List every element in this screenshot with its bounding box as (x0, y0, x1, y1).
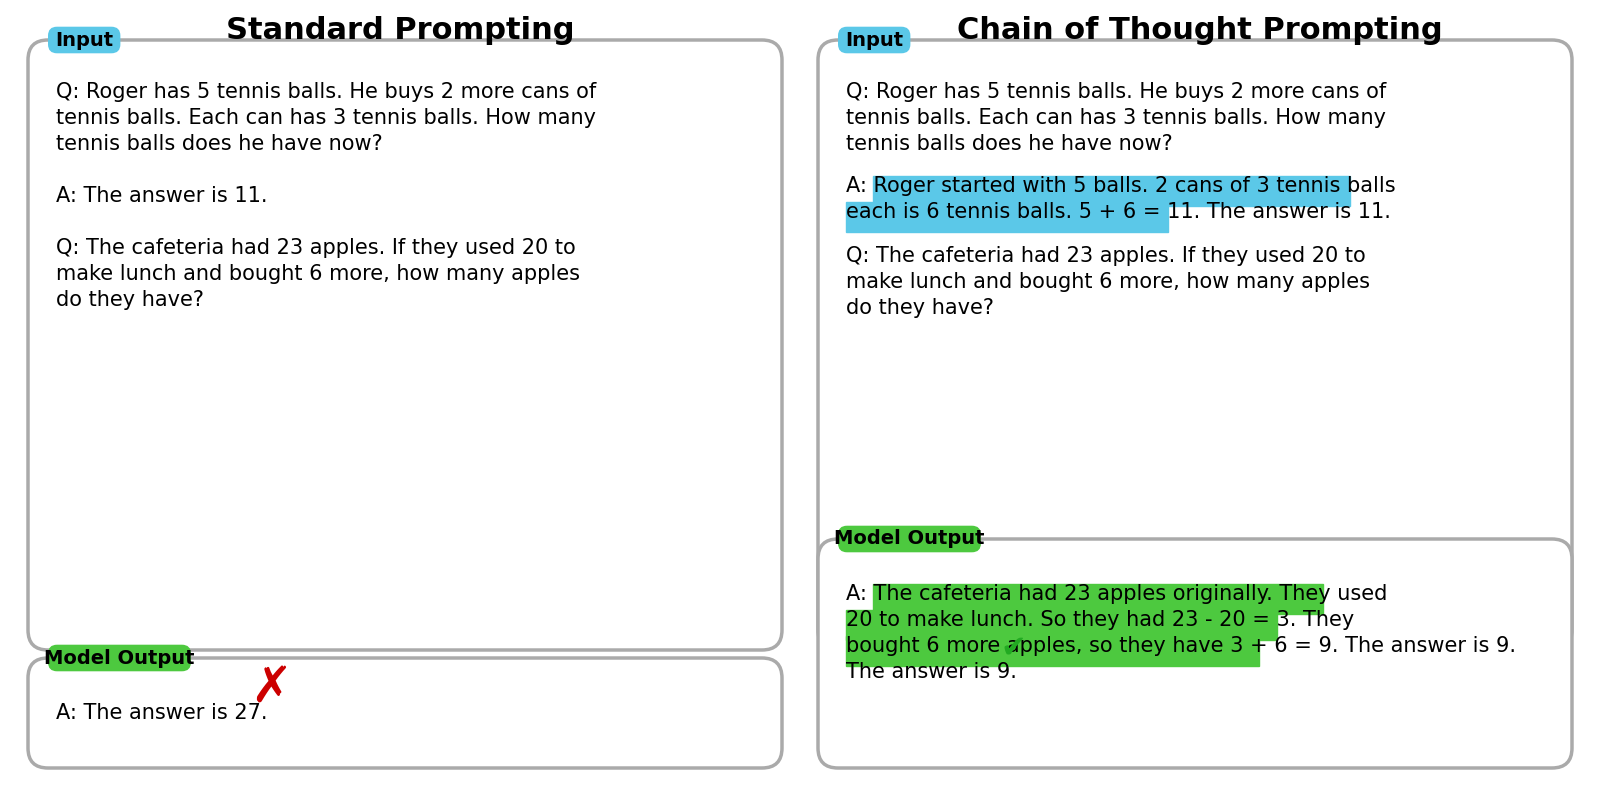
Text: A: The cafeteria had 23 apples originally. They used: A: The cafeteria had 23 apples originall… (846, 584, 1387, 604)
Text: tennis balls. Each can has 3 tennis balls. How many: tennis balls. Each can has 3 tennis ball… (56, 108, 595, 128)
Text: Chain of Thought Prompting: Chain of Thought Prompting (957, 16, 1443, 45)
FancyBboxPatch shape (838, 526, 981, 552)
FancyBboxPatch shape (838, 27, 910, 54)
Text: make lunch and bought 6 more, how many apples: make lunch and bought 6 more, how many a… (56, 264, 579, 284)
Text: ✔: ✔ (1000, 634, 1026, 662)
Text: do they have?: do they have? (846, 298, 994, 318)
Text: Q: Roger has 5 tennis balls. He buys 2 more cans of: Q: Roger has 5 tennis balls. He buys 2 m… (846, 82, 1386, 102)
Text: Input: Input (54, 31, 114, 50)
Text: A: The answer is 27.: A: The answer is 27. (56, 703, 267, 723)
Text: do they have?: do they have? (56, 290, 205, 310)
FancyBboxPatch shape (48, 645, 190, 671)
Text: Q: The cafeteria had 23 apples. If they used 20 to: Q: The cafeteria had 23 apples. If they … (846, 246, 1366, 266)
FancyBboxPatch shape (29, 40, 782, 650)
Text: tennis balls does he have now?: tennis balls does he have now? (56, 134, 382, 154)
Text: bought 6 more apples, so they have 3 + 6 = 9. The answer is 9.: bought 6 more apples, so they have 3 + 6… (846, 636, 1517, 656)
Text: A: The answer is 11.: A: The answer is 11. (56, 186, 267, 206)
Text: A: Roger started with 5 balls. 2 cans of 3 tennis balls: A: Roger started with 5 balls. 2 cans of… (846, 176, 1395, 195)
Text: make lunch and bought 6 more, how many apples: make lunch and bought 6 more, how many a… (846, 272, 1370, 292)
Text: Standard Prompting: Standard Prompting (226, 16, 574, 45)
Bar (874, 176, 1350, 206)
FancyBboxPatch shape (48, 27, 120, 54)
Bar (846, 636, 1259, 666)
Text: Q: Roger has 5 tennis balls. He buys 2 more cans of: Q: Roger has 5 tennis balls. He buys 2 m… (56, 82, 597, 102)
Bar (874, 584, 1323, 614)
Text: 20 to make lunch. So they had 23 - 20 = 3. They: 20 to make lunch. So they had 23 - 20 = … (846, 610, 1354, 630)
FancyBboxPatch shape (29, 658, 782, 768)
Bar (846, 610, 1277, 640)
Text: each is 6 tennis balls. 5 + 6 = 11. The answer is 11.: each is 6 tennis balls. 5 + 6 = 11. The … (846, 202, 1390, 221)
Bar (846, 202, 1168, 232)
Text: tennis balls does he have now?: tennis balls does he have now? (846, 134, 1173, 154)
Text: Q: The cafeteria had 23 apples. If they used 20 to: Q: The cafeteria had 23 apples. If they … (56, 238, 576, 258)
Text: The answer is 9.: The answer is 9. (846, 662, 1024, 682)
Text: Input: Input (845, 31, 904, 50)
FancyBboxPatch shape (818, 40, 1571, 650)
Text: tennis balls. Each can has 3 tennis balls. How many: tennis balls. Each can has 3 tennis ball… (846, 108, 1386, 128)
FancyBboxPatch shape (818, 539, 1571, 768)
Text: ✗: ✗ (250, 665, 291, 712)
Text: Model Output: Model Output (834, 530, 984, 548)
Text: Model Output: Model Output (45, 649, 195, 667)
